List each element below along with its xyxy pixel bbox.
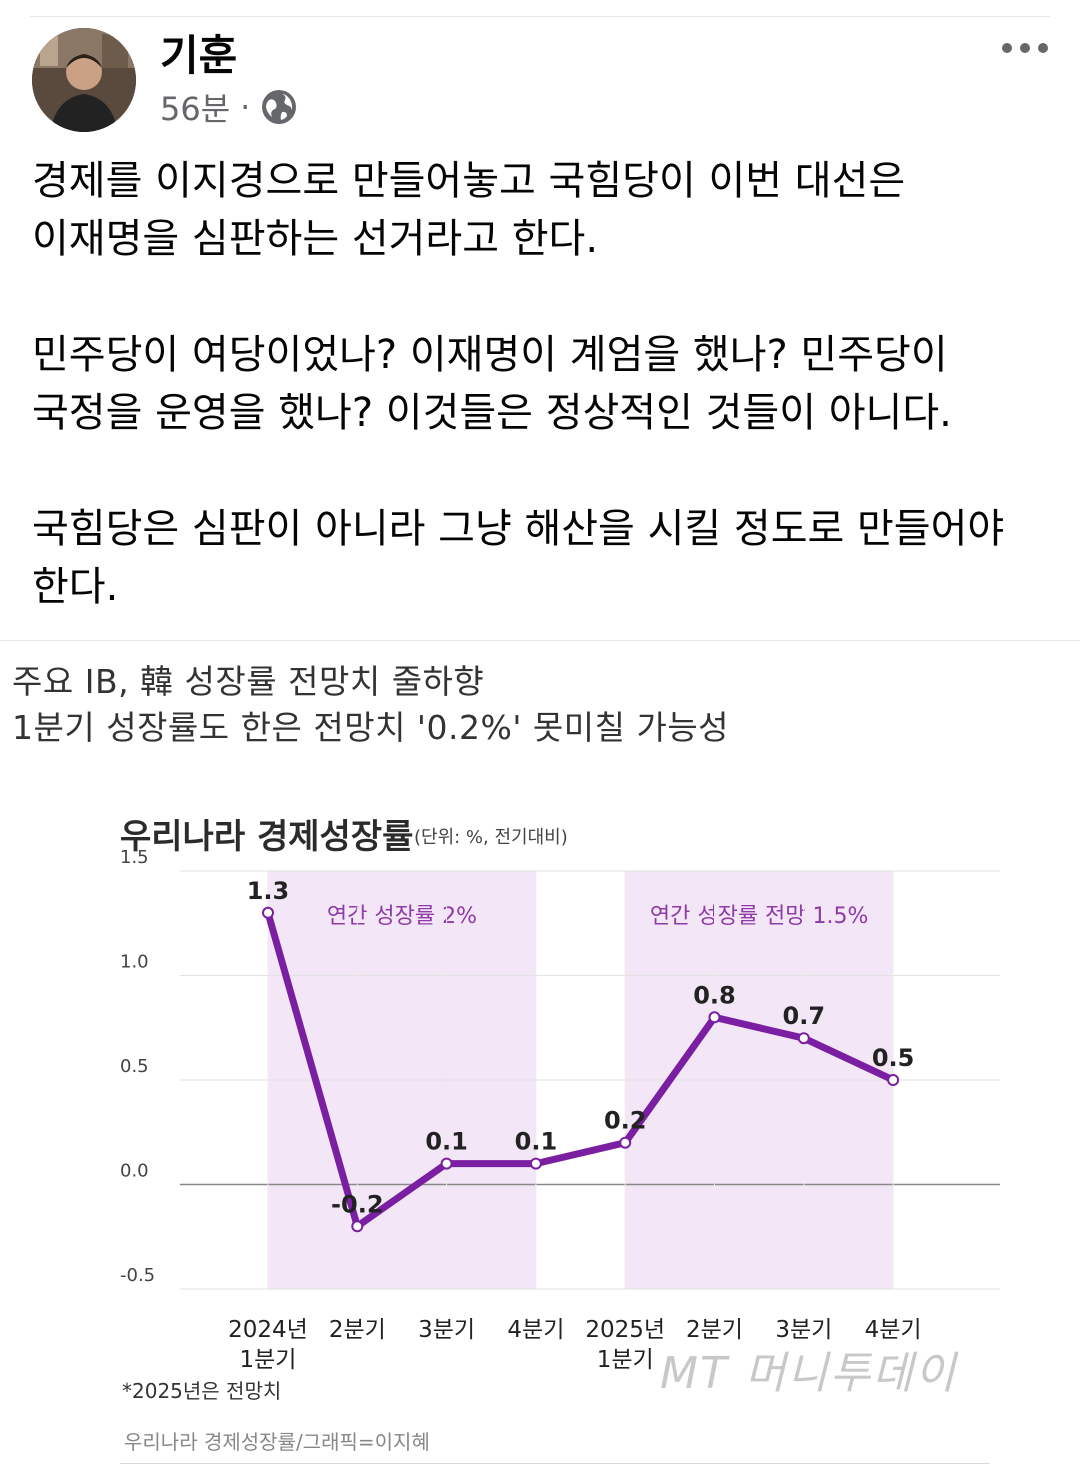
data-point <box>797 1032 810 1045</box>
post-time[interactable]: 56분 <box>160 90 231 128</box>
more-icon-dot <box>1038 43 1048 53</box>
post-paragraph-2: 민주당이 여당이었나? 이재명이 계엄을 했나? 민주당이 국정을 운영을 했나… <box>32 332 952 436</box>
x-tick-label: 2분기 <box>686 1317 743 1343</box>
post-paragraph-3: 국힘당은 심판이 아니라 그냥 해산을 시킬 정도로 만들어야 한다. <box>32 506 1005 610</box>
x-tick-label: 4분기 <box>507 1317 564 1343</box>
y-tick-label: 1.5 <box>120 847 149 868</box>
chart-unit-note: (단위: %, 전기대비) <box>414 827 568 848</box>
chart-footnote: *2025년은 전망치 <box>122 1379 282 1403</box>
post-body: 경제를 이지경으로 만들어놓고 국힘당이 이번 대선은 이재명을 심판하는 선거… <box>32 152 1062 674</box>
series-line <box>264 909 897 1230</box>
data-point <box>440 1157 453 1170</box>
chart-title: 우리나라 경제성장률 <box>120 817 414 857</box>
meta-separator: · <box>240 88 251 126</box>
post-paragraph-1: 경제를 이지경으로 만들어놓고 국힘당이 이번 대선은 이재명을 심판하는 선거… <box>32 158 906 262</box>
data-point <box>708 1011 721 1024</box>
data-point <box>887 1074 900 1086</box>
post-meta: 56분 · <box>160 84 298 130</box>
growth-rate-chart: 연간 성장률 2% 연간 성장률 전망 1.5% 1.5 1.0 0.5 0.0 -0.5 1… <box>120 847 1000 1373</box>
data-point <box>529 1157 542 1170</box>
band-label: 연간 성장률 2% <box>327 904 477 929</box>
attached-image[interactable]: 주요 IB, 韓 성장률 전망치 줄하향 1분기 성장률도 한은 전망치 '0.… <box>0 641 1080 1468</box>
y-tick-label: 1.0 <box>120 952 149 973</box>
data-label: 0.7 <box>783 1002 826 1030</box>
data-label: -0.2 <box>331 1190 383 1218</box>
data-label: 0.1 <box>515 1128 558 1156</box>
avatar-photo <box>32 28 136 132</box>
data-label: 0.8 <box>693 981 736 1009</box>
x-tick-label: 3분기 <box>418 1317 475 1343</box>
y-tick-label: 0.0 <box>120 1161 149 1182</box>
x-tick-label: 4분기 <box>865 1317 922 1343</box>
x-tick-label: 2024년 <box>228 1317 308 1343</box>
band-label: 연간 성장률 전망 1.5% <box>650 904 869 929</box>
watermark: MT 머니투데이 <box>660 1348 958 1399</box>
top-divider <box>30 16 1050 17</box>
avatar[interactable] <box>32 28 136 132</box>
x-tick-label: 2025년 <box>585 1317 665 1343</box>
data-point <box>619 1136 632 1149</box>
globe-icon <box>262 90 297 124</box>
y-tick-label: -0.5 <box>120 1265 155 1286</box>
data-point <box>262 906 274 919</box>
data-label: 0.5 <box>872 1044 915 1072</box>
more-icon <box>1002 43 1012 53</box>
more-options-button[interactable] <box>1002 36 1052 60</box>
image-subheadline: 1분기 성장률도 한은 전망치 '0.2%' 못미칠 가능성 <box>12 708 730 747</box>
x-tick-label: 3분기 <box>775 1317 832 1343</box>
data-label: 0.1 <box>425 1128 468 1156</box>
x-tick-label: 2분기 <box>329 1317 386 1343</box>
y-tick-label: 0.5 <box>120 1056 149 1077</box>
author-name[interactable]: 기훈 <box>160 31 238 80</box>
data-point <box>351 1220 364 1233</box>
image-caption: 우리나라 경제성장률/그래픽=이지혜 <box>124 1430 430 1454</box>
image-headline: 주요 IB, 韓 성장률 전망치 줄하향 <box>12 662 485 701</box>
data-label: 0.2 <box>604 1107 647 1135</box>
data-label: 1.3 <box>247 877 290 905</box>
image-divider <box>0 640 1080 641</box>
x-tick-label: 1분기 <box>597 1347 654 1373</box>
caption-divider <box>120 1463 990 1464</box>
x-tick-label: 1분기 <box>240 1347 297 1373</box>
more-icon-dot <box>1020 43 1030 53</box>
